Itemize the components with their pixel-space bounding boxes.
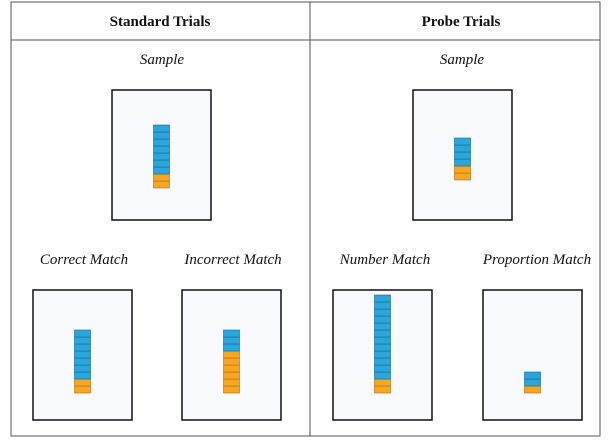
stimulus-card	[482, 289, 583, 421]
table-border	[10, 1, 601, 437]
orange-block	[374, 385, 391, 394]
panel-label: Number Match	[339, 252, 430, 268]
blue-block	[454, 151, 471, 160]
blue-block	[74, 329, 91, 338]
blue-block	[374, 343, 391, 352]
column-header: Standard Trials	[110, 14, 211, 30]
blue-block	[374, 357, 391, 366]
panel-label: Incorrect Match	[183, 252, 281, 268]
blue-block	[153, 166, 170, 175]
orange-block	[223, 357, 240, 366]
blue-block	[153, 138, 170, 147]
blue-block	[374, 364, 391, 373]
orange-block	[223, 350, 240, 359]
orange-block	[374, 378, 391, 387]
blue-block	[454, 137, 471, 146]
blue-block	[374, 315, 391, 324]
orange-block	[223, 371, 240, 380]
blue-block	[374, 329, 391, 338]
orange-block	[454, 172, 471, 181]
blue-block	[374, 301, 391, 310]
blue-block	[74, 371, 91, 380]
blue-block	[524, 371, 541, 380]
orange-block	[153, 180, 170, 189]
blue-block	[223, 343, 240, 352]
orange-block	[223, 378, 240, 387]
blue-block	[454, 158, 471, 167]
orange-block	[223, 364, 240, 373]
blue-block	[74, 343, 91, 352]
orange-block	[74, 385, 91, 394]
blue-block	[524, 378, 541, 387]
panel-label: Proportion Match	[482, 252, 591, 268]
blue-block	[374, 294, 391, 303]
orange-block	[454, 165, 471, 174]
blue-block	[223, 329, 240, 338]
orange-block	[223, 385, 240, 394]
blue-block	[153, 124, 170, 133]
blue-block	[374, 371, 391, 380]
panel-label: Sample	[140, 52, 185, 68]
blue-block	[74, 336, 91, 345]
blue-block	[374, 322, 391, 331]
blue-block	[153, 159, 170, 168]
blue-block	[454, 144, 471, 153]
panel-label: Sample	[440, 52, 485, 68]
blue-block	[74, 357, 91, 366]
column-header: Probe Trials	[422, 14, 501, 30]
blue-block	[74, 364, 91, 373]
orange-block	[74, 378, 91, 387]
blue-block	[223, 336, 240, 345]
orange-block	[524, 385, 541, 394]
blue-block	[153, 152, 170, 161]
orange-block	[153, 173, 170, 182]
blue-block	[153, 145, 170, 154]
blue-block	[374, 308, 391, 317]
blue-block	[74, 350, 91, 359]
blue-block	[374, 336, 391, 345]
blue-block	[153, 131, 170, 140]
panel-label: Correct Match	[40, 252, 128, 268]
blue-block	[374, 350, 391, 359]
